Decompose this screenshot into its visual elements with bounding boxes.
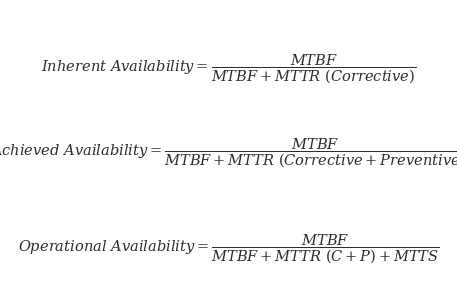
Text: $\mathit{Achieved\ Availability} = \dfrac{\mathit{MTBF}}{\mathit{MTBF + MTTR\ (C: $\mathit{Achieved\ Availability} = \dfra… (0, 137, 457, 170)
Text: $\mathit{Operational\ Availability} = \dfrac{\mathit{MTBF}}{\mathit{MTBF + MTTR\: $\mathit{Operational\ Availability} = \d… (18, 232, 439, 266)
Text: $\mathit{Inherent\ Availability} = \dfrac{\mathit{MTBF}}{\mathit{MTBF + MTTR\ (C: $\mathit{Inherent\ Availability} = \dfra… (41, 53, 416, 87)
